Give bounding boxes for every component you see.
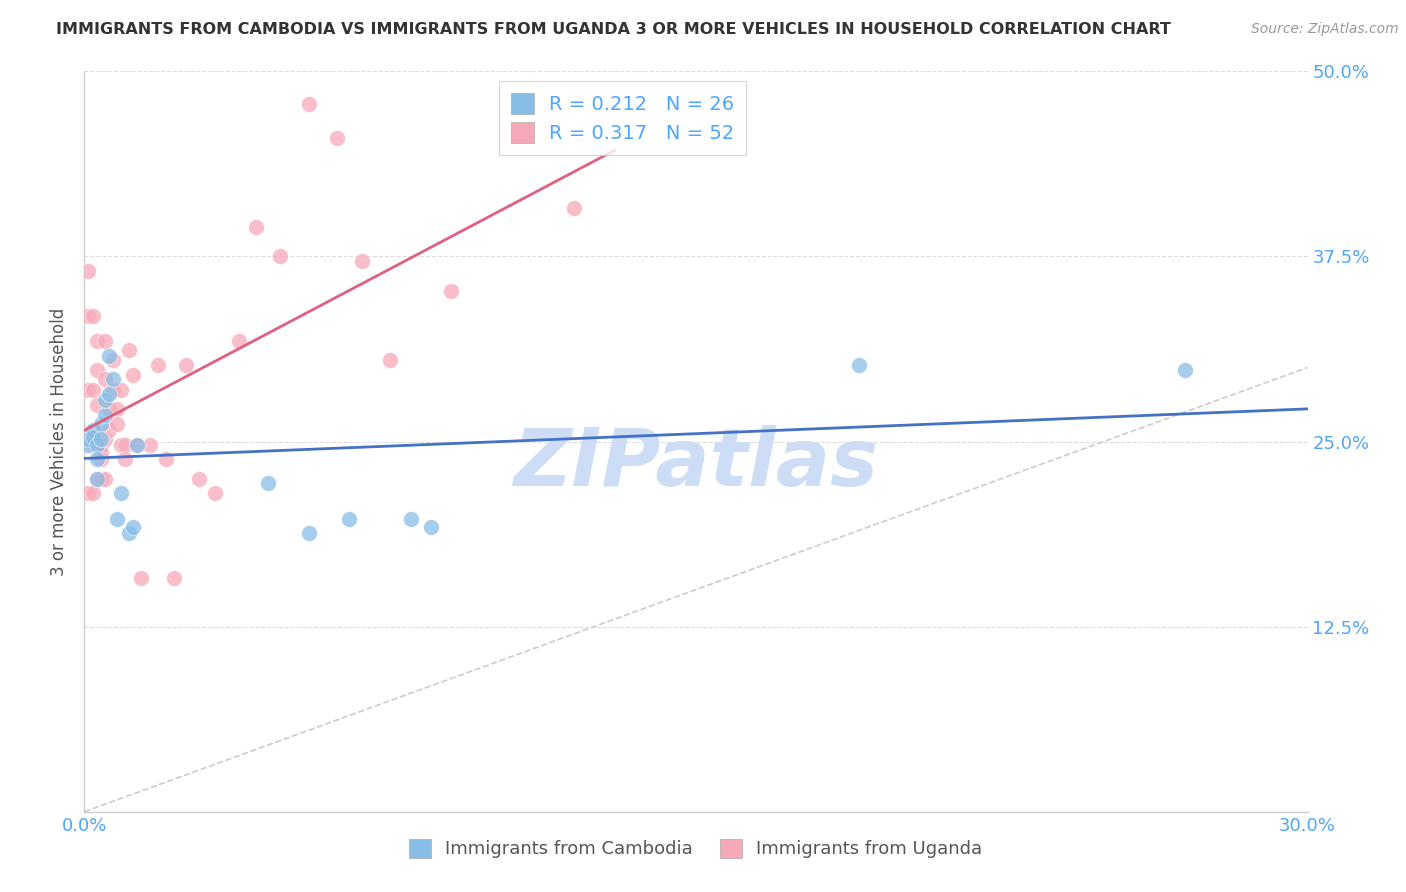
Point xyxy=(90,471,112,485)
Point xyxy=(86,363,108,377)
Point xyxy=(118,343,141,357)
Point xyxy=(101,383,124,397)
Point xyxy=(155,452,177,467)
Point xyxy=(562,201,585,215)
Point xyxy=(257,475,280,490)
Point xyxy=(86,334,108,348)
Point xyxy=(77,383,100,397)
Point xyxy=(82,383,104,397)
Point xyxy=(90,417,112,431)
Point xyxy=(298,526,321,541)
Point xyxy=(326,131,349,145)
Point xyxy=(110,437,132,451)
Point xyxy=(298,97,321,112)
Point xyxy=(339,511,361,525)
Point xyxy=(174,358,197,372)
Point xyxy=(131,571,153,585)
Point xyxy=(82,437,104,451)
Point xyxy=(97,349,120,363)
Point xyxy=(97,423,120,437)
Point xyxy=(118,526,141,541)
Point xyxy=(97,401,120,416)
Point xyxy=(380,353,402,368)
Point xyxy=(86,471,108,485)
Point xyxy=(90,452,112,467)
Point xyxy=(77,309,100,323)
Legend: Immigrants from Cambodia, Immigrants from Uganda: Immigrants from Cambodia, Immigrants fro… xyxy=(402,831,990,865)
Point xyxy=(127,437,149,451)
Point xyxy=(93,334,115,348)
Point xyxy=(1174,363,1197,377)
Point xyxy=(110,486,132,500)
Point xyxy=(77,432,100,446)
Point xyxy=(420,520,443,534)
Point xyxy=(146,358,169,372)
Point xyxy=(82,430,104,444)
Point xyxy=(163,571,186,585)
Point xyxy=(114,437,136,451)
Point xyxy=(86,452,108,467)
Point xyxy=(82,309,104,323)
Point xyxy=(77,437,100,451)
Point xyxy=(86,437,108,451)
Point xyxy=(93,372,115,386)
Point xyxy=(105,401,128,416)
Point xyxy=(86,471,108,485)
Point xyxy=(228,334,250,348)
Point xyxy=(110,383,132,397)
Point xyxy=(127,437,149,451)
Point xyxy=(82,423,104,437)
Text: ZIPatlas: ZIPatlas xyxy=(513,425,879,503)
Point xyxy=(399,511,422,525)
Point xyxy=(77,486,100,500)
Point xyxy=(105,417,128,431)
Point xyxy=(122,368,145,382)
Point xyxy=(93,408,115,422)
Point xyxy=(93,393,115,408)
Point xyxy=(114,452,136,467)
Point xyxy=(77,427,100,442)
Point xyxy=(440,284,463,298)
Point xyxy=(97,387,120,401)
Point xyxy=(101,372,124,386)
Point xyxy=(138,437,160,451)
Point xyxy=(269,250,291,264)
Point xyxy=(204,486,226,500)
Point xyxy=(350,253,373,268)
Text: IMMIGRANTS FROM CAMBODIA VS IMMIGRANTS FROM UGANDA 3 OR MORE VEHICLES IN HOUSEHO: IMMIGRANTS FROM CAMBODIA VS IMMIGRANTS F… xyxy=(56,22,1171,37)
Point xyxy=(86,398,108,412)
Point xyxy=(105,511,128,525)
Point xyxy=(90,437,112,451)
Point xyxy=(82,486,104,500)
Point xyxy=(93,432,115,446)
Y-axis label: 3 or more Vehicles in Household: 3 or more Vehicles in Household xyxy=(51,308,69,575)
Point xyxy=(101,353,124,368)
Point xyxy=(245,219,267,234)
Point xyxy=(77,264,100,278)
Point xyxy=(90,432,112,446)
Point xyxy=(122,520,145,534)
Point xyxy=(93,471,115,485)
Point xyxy=(86,427,108,442)
Text: Source: ZipAtlas.com: Source: ZipAtlas.com xyxy=(1251,22,1399,37)
Point xyxy=(848,358,870,372)
Point xyxy=(90,446,112,460)
Point xyxy=(187,471,209,485)
